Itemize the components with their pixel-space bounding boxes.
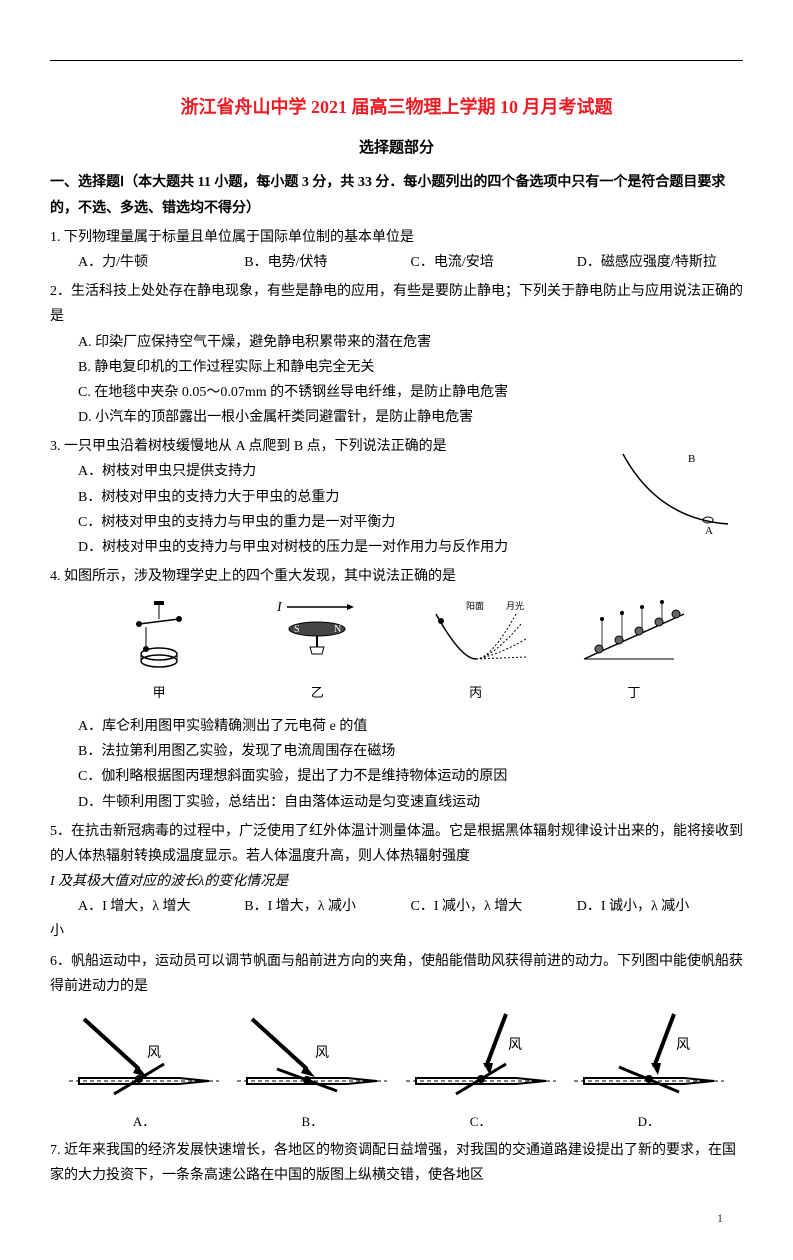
question-4: 4. 如图所示，涉及物理学史上的四个重大发现，其中说法正确的是 甲 I: [50, 564, 743, 815]
section-subtitle: 选择题部分: [50, 135, 743, 162]
q2-opt-d: D. 小汽车的顶部露出一根小金属杆类同避雷针，是防止静电危害: [78, 405, 743, 430]
q5-tail: 小: [50, 919, 743, 944]
q3-branch-diagram: B A: [613, 444, 733, 534]
svg-text:I: I: [276, 600, 283, 615]
q4-label-yi: 乙: [257, 681, 377, 704]
q6-diagram-c: 风 C．: [406, 1009, 556, 1134]
q6-diagram-b: 风 B．: [237, 1009, 387, 1134]
q5-options: A．I 增大，λ 增大 B．I 增大，λ 减小 C．I 减小，λ 增大 D．I …: [50, 894, 743, 919]
q5-stem2: I 及其极大值对应的波长λ的变化情况是: [50, 869, 743, 894]
svg-text:S: S: [294, 624, 300, 635]
q3-label-a: A: [705, 525, 713, 534]
svg-text:风: 风: [147, 1046, 161, 1061]
q2-options: A. 印染厂应保持空气干燥，避免静电积累带来的潜在危害 B. 静电复印机的工作过…: [50, 330, 743, 431]
q4-options: A．库仑利用图甲实验精确测出了元电荷 e 的值 B．法拉第利用图乙实验，发现了电…: [50, 714, 743, 815]
q4-opt-d: D．牛顿利用图丁实验，总结出：自由落体运动是匀变速直线运动: [78, 790, 743, 815]
q4-diagram-bing: 阳面 月光 丙: [416, 599, 536, 704]
q4-label-bing: 丙: [416, 681, 536, 704]
q1-stem: 1. 下列物理量属于标量且单位属于国际单位制的基本单位是: [50, 225, 743, 250]
svg-text:风: 风: [508, 1038, 522, 1053]
page-number: 1: [50, 1208, 743, 1230]
q4-diagram-ding: 丁: [574, 599, 694, 704]
q5-opt-b: B．I 增大，λ 减小: [244, 894, 410, 919]
q1-options: A．力/牛顿 B．电势/伏特 C．电流/安培 D．磁感应强度/特斯拉: [50, 250, 743, 275]
q1-opt-a: A．力/牛顿: [78, 250, 244, 275]
q6-diagrams: 风 A． 风 B．: [60, 1009, 733, 1134]
exam-title: 浙江省舟山中学 2021 届高三物理上学期 10 月月考试题: [50, 91, 743, 123]
svg-text:风: 风: [676, 1038, 690, 1053]
section-1-header: 一、选择题Ⅰ（本大题共 11 小题，每小题 3 分，共 33 分．每小题列出的四…: [50, 170, 743, 220]
q3-label-b: B: [688, 453, 695, 465]
q5-opt-d: D．I 诚小，λ 减小: [577, 894, 743, 919]
q4-diagram-jia: 甲: [99, 599, 219, 704]
q5-opt-a: A．I 增大，λ 增大: [78, 894, 244, 919]
svg-text:阳面: 阳面: [466, 601, 484, 611]
question-3: 3. 一只甲虫沿着树枝缓慢地从 A 点爬到 B 点，下列说法正确的是 A．树枝对…: [50, 434, 743, 560]
q4-diagrams: 甲 I S N 乙 阳面 月光: [80, 599, 713, 704]
question-7: 7. 近年来我国的经济发展快速增长，各地区的物资调配日益增强，对我国的交通道路建…: [50, 1138, 743, 1188]
q2-opt-a: A. 印染厂应保持空气干燥，避免静电积累带来的潜在危害: [78, 330, 743, 355]
q6-diagram-a: 风 A．: [69, 1009, 219, 1134]
q4-opt-a: A．库仑利用图甲实验精确测出了元电荷 e 的值: [78, 714, 743, 739]
q5-stem1: 5．在抗击新冠病毒的过程中，广泛使用了红外体温计测量体温。它是根据黑体辐射规律设…: [50, 819, 743, 869]
q2-opt-b: B. 静电复印机的工作过程实际上和静电完全无关: [78, 355, 743, 380]
q4-opt-c: C．伽利略根据图丙理想斜面实验，提出了力不是维持物体运动的原因: [78, 764, 743, 789]
q7-stem: 7. 近年来我国的经济发展快速增长，各地区的物资调配日益增强，对我国的交通道路建…: [50, 1138, 743, 1188]
q4-opt-b: B．法拉第利用图乙实验，发现了电流周围存在磁场: [78, 739, 743, 764]
top-rule: [50, 60, 743, 61]
question-1: 1. 下列物理量属于标量且单位属于国际单位制的基本单位是 A．力/牛顿 B．电势…: [50, 225, 743, 275]
q1-opt-d: D．磁感应强度/特斯拉: [577, 250, 743, 275]
q2-stem: 2．生活科技上处处存在静电现象，有些是静电的应用，有些是要防止静电；下列关于静电…: [50, 279, 743, 329]
svg-text:风: 风: [315, 1046, 329, 1061]
q6-stem: 6．帆船运动中，运动员可以调节帆面与船前进方向的夹角，使船能借助风获得前进的动力…: [50, 949, 743, 999]
question-5: 5．在抗击新冠病毒的过程中，广泛使用了红外体温计测量体温。它是根据黑体辐射规律设…: [50, 819, 743, 945]
question-6: 6．帆船运动中，运动员可以调节帆面与船前进方向的夹角，使船能借助风获得前进的动力…: [50, 949, 743, 1134]
q6-diagram-d: 风 D．: [574, 1009, 724, 1134]
svg-text:月光: 月光: [506, 600, 524, 611]
q4-label-ding: 丁: [574, 681, 694, 704]
q4-stem: 4. 如图所示，涉及物理学史上的四个重大发现，其中说法正确的是: [50, 564, 743, 589]
q1-opt-c: C．电流/安培: [411, 250, 577, 275]
q5-opt-c: C．I 减小，λ 增大: [411, 894, 577, 919]
question-2: 2．生活科技上处处存在静电现象，有些是静电的应用，有些是要防止静电；下列关于静电…: [50, 279, 743, 430]
q2-opt-c: C. 在地毯中夹杂 0.05～0.07mm 的不锈钢丝导电纤维，是防止静电危害: [78, 380, 743, 405]
q4-label-jia: 甲: [99, 681, 219, 704]
q3-opt-d: D．树枝对甲虫的支持力与甲虫对树枝的压力是一对作用力与反作用力: [78, 535, 743, 560]
q4-diagram-yi: I S N 乙: [257, 599, 377, 704]
q1-opt-b: B．电势/伏特: [244, 250, 410, 275]
svg-text:N: N: [334, 624, 341, 635]
